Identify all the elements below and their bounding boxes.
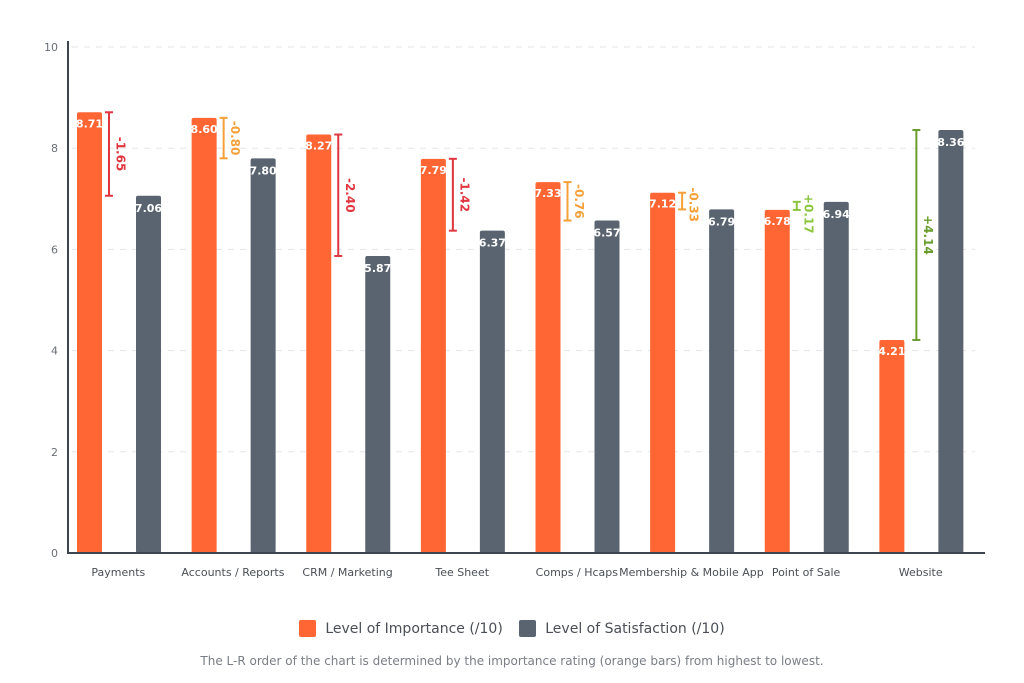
bar-value-label-satisfaction: 6.94 [823,208,850,221]
x-category-label: Payments [91,566,145,579]
legend-swatch-satisfaction [519,620,537,637]
delta-bracket [448,157,457,232]
bar-value-label-importance: 4.21 [878,345,905,358]
delta-label: -0.76 [572,184,586,219]
delta-label: -1.42 [457,177,471,212]
bar-importance[interactable] [77,112,102,554]
delta-label: -1.65 [114,137,128,172]
y-tick-label: 0 [51,547,58,560]
legend-swatch-importance [299,620,317,637]
bar-satisfaction[interactable] [938,129,964,553]
delta-label: -0.80 [228,121,242,156]
bar-value-label-importance: 7.33 [534,187,561,200]
bar-importance[interactable] [191,117,217,553]
bar-importance[interactable] [535,182,561,554]
bar-satisfaction[interactable] [136,195,161,553]
y-tick-label: 2 [51,446,58,459]
bar-importance[interactable] [306,134,332,553]
x-category-label: Membership & Mobile App [619,566,764,579]
bar-value-label-importance: 8.71 [76,117,103,130]
x-category-label: Accounts / Reports [181,566,284,579]
delta-label: -0.33 [687,187,701,222]
delta-annotations: -1.65 -0.80 -2.40 -1.42 -0.76 -0.33 +0.17 +4.14 [105,111,935,341]
delta-label: -2.40 [343,178,357,213]
footnote: The L-R order of the chart is determined… [200,654,824,668]
x-axis-labels: Payments Accounts / Reports CRM / Marketin… [91,566,942,579]
delta-bracket [334,133,343,257]
delta-bracket [563,181,572,222]
bar-satisfaction[interactable] [479,230,505,554]
y-axis-ticks: 0 2 4 6 8 10 [44,41,58,560]
bar-satisfaction[interactable] [594,220,620,554]
bar-chart: 0 2 4 6 8 10 8.71 7.06 8.60 7.80 8.27 5.87 7.79 6.37… [44,41,985,579]
x-category-label: Website [899,566,943,579]
delta-bracket [219,116,228,160]
bar-satisfaction[interactable] [823,201,849,553]
delta-bracket [912,128,921,341]
legend-item-satisfaction[interactable]: Level of Satisfaction (/10) [519,620,725,637]
bar-value-label-satisfaction: 7.80 [250,164,277,177]
bar-value-label-importance: 6.78 [764,215,791,228]
x-category-label: Comps / Hcaps [536,566,619,579]
delta-label: +4.14 [921,215,935,255]
x-category-label: Tee Sheet [434,566,489,579]
delta-bracket [678,191,687,211]
y-tick-label: 10 [44,41,58,54]
bar-satisfaction[interactable] [365,255,391,553]
legend-label-satisfaction: Level of Satisfaction (/10) [545,620,725,637]
bar-importance[interactable] [650,192,676,553]
x-category-label: Point of Sale [772,566,841,579]
bars: 8.71 7.06 8.60 7.80 8.27 5.87 7.79 6.37 7.33 6.57… [76,112,965,554]
delta-bracket [105,111,113,197]
bar-value-label-satisfaction: 8.36 [937,136,964,149]
legend: Level of Importance (/10) Level of Satis… [0,620,1024,641]
bar-importance[interactable] [420,158,446,554]
legend-label-importance: Level of Importance (/10) [325,620,503,637]
bar-value-label-importance: 7.12 [649,198,676,211]
bar-value-label-importance: 8.60 [191,123,218,136]
bar-value-label-importance: 8.27 [305,140,332,153]
delta-bracket [792,200,801,211]
delta-label: +0.17 [801,194,815,234]
bar-importance[interactable] [764,209,790,553]
y-tick-label: 6 [51,243,58,256]
bar-value-label-satisfaction: 5.87 [364,262,391,275]
bar-value-label-satisfaction: 6.79 [708,215,735,228]
y-tick-label: 8 [51,142,58,155]
bar-value-label-satisfaction: 7.06 [135,202,162,215]
bar-importance[interactable] [879,339,905,553]
y-tick-label: 4 [51,345,58,358]
legend-item-importance[interactable]: Level of Importance (/10) [299,620,503,637]
bar-satisfaction[interactable] [709,209,735,553]
x-category-label: CRM / Marketing [302,566,392,579]
bar-value-label-satisfaction: 6.57 [593,227,620,240]
bar-value-label-satisfaction: 6.37 [479,237,506,250]
bar-value-label-importance: 7.79 [420,164,447,177]
bar-satisfaction[interactable] [250,158,276,553]
